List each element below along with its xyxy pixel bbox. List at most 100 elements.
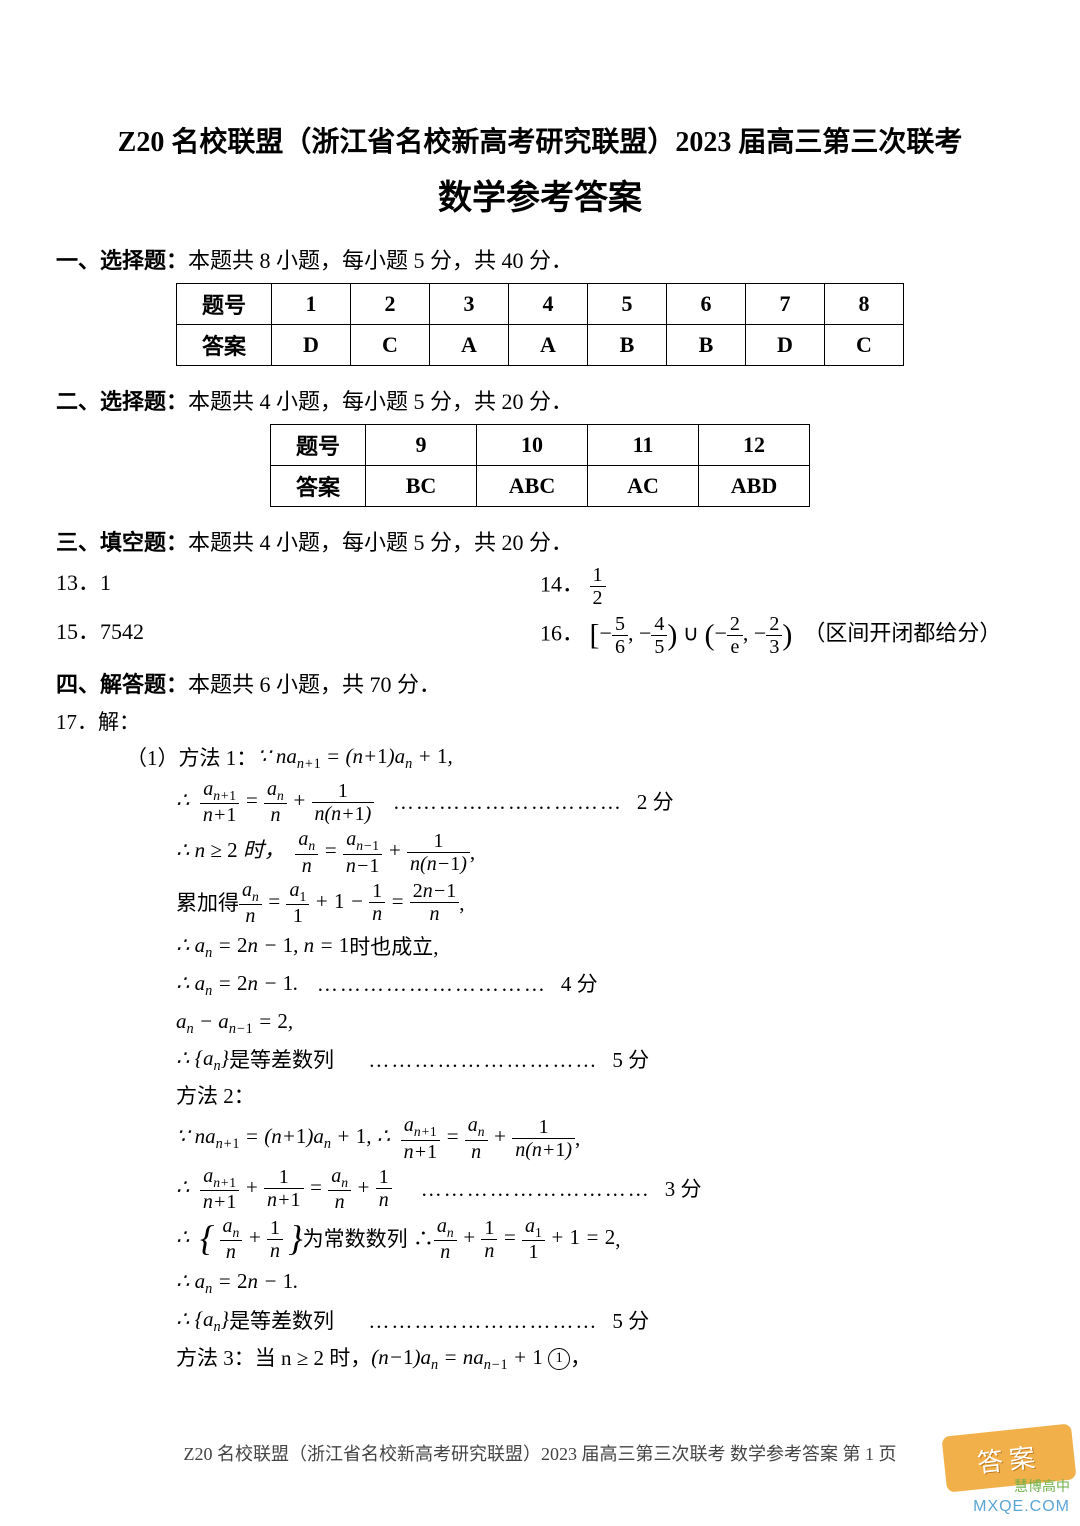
m1-l7-eq: an − an−1 = 2, <box>176 1006 293 1040</box>
table-1-h2: 2 <box>351 284 430 325</box>
table-1: 题号 1 2 3 4 5 6 7 8 答案 D C A A B B D C <box>176 283 904 366</box>
table-1-a7: D <box>746 325 825 366</box>
table-2-a3: AC <box>588 466 699 507</box>
q13: 13．1 <box>56 565 540 608</box>
fill-row-2: 15．7542 16． [−56, −45) ∪ (−2e, −23) （区间开… <box>56 614 1024 657</box>
table-2-answer-row: 答案 BC ABC AC ABD <box>271 466 810 507</box>
stamp-sub1: 慧博高中 <box>1014 1476 1070 1496</box>
table-1-h5: 5 <box>588 284 667 325</box>
table-1-h0: 题号 <box>177 284 272 325</box>
table-1-a0: 答案 <box>177 325 272 366</box>
m1-l7: an − an−1 = 2, <box>56 1006 1024 1040</box>
m2-l2-eq: ∴ an+1n+1 + 1n+1 = ann + 1n <box>176 1166 392 1212</box>
m2-l1: ∵ nan+1 = (n+1)an + 1, ∴ an+1n+1 = ann +… <box>56 1115 1024 1161</box>
table-1-a4: A <box>509 325 588 366</box>
section-3-heading: 三、填空题：本题共 4 小题，每小题 5 分，共 20 分． <box>56 525 1024 557</box>
m2-title: 方法 2： <box>56 1081 1024 1111</box>
page-footer: Z20 名校联盟（浙江省名校新高考研究联盟）2023 届高三第三次联考 数学参考… <box>0 1440 1080 1466</box>
m2-l3-b: 为常数数列 ∴ <box>303 1224 434 1254</box>
section-1-rest: 本题共 8 小题，每小题 5 分，共 40 分． <box>188 248 573 273</box>
rparen1-icon: ) <box>667 619 677 652</box>
table-1-h7: 7 <box>746 284 825 325</box>
q16: 16． [−56, −45) ∪ (−2e, −23) （区间开闭都给分） <box>540 614 1024 657</box>
m2-l5-score: 5 分 <box>612 1306 649 1336</box>
m1-l2-eq: ∴ an+1n+1 = ann + 1n(n+1) <box>176 779 374 825</box>
table-1-a2: C <box>351 325 430 366</box>
table-1-h4: 4 <box>509 284 588 325</box>
q14-label: 14． <box>540 572 584 597</box>
section-2-rest: 本题共 4 小题，每小题 5 分，共 20 分． <box>188 389 573 414</box>
m1-l2: ∴ an+1n+1 = ann + 1n(n+1) ………………………… 2 分 <box>56 779 1024 825</box>
q14: 14． 1 2 <box>540 565 1024 608</box>
table-1-h3: 3 <box>430 284 509 325</box>
m1-title: （1）方法 1： <box>126 743 257 773</box>
q14-num: 1 <box>590 565 606 587</box>
table-2-h2: 10 <box>477 425 588 466</box>
m1-l6: ∴ an = 2n − 1. ………………………… 4 分 <box>56 968 1024 1002</box>
q17-head: 17．解： <box>56 707 1024 737</box>
m1-l6-score: 4 分 <box>561 969 598 999</box>
q16-label: 16． <box>540 621 584 646</box>
section-2-bold: 二、选择题： <box>56 389 188 414</box>
table-2-h1: 9 <box>366 425 477 466</box>
table-1-answer-row: 答案 D C A A B B D C <box>177 325 904 366</box>
table-2-a2: ABC <box>477 466 588 507</box>
m1-l4-pre: 累加得 <box>176 888 239 918</box>
section-4-bold: 四、解答题： <box>56 672 188 697</box>
m1-l3: ∴ n ≥ 2 时， ann = an−1n−1 + 1n(n−1) , <box>56 829 1024 875</box>
table-2-a0: 答案 <box>271 466 366 507</box>
rparen2-icon: ) <box>782 619 792 652</box>
m1-title-line: （1）方法 1： ∵ nan+1 = (n+1)an + 1, <box>56 741 1024 775</box>
q16-f3: 2e <box>727 614 743 657</box>
section-1-heading: 一、选择题：本题共 8 小题，每小题 5 分，共 40 分． <box>56 243 1024 275</box>
m1-l8-eq: ∴ {an} <box>176 1043 229 1077</box>
m1-l2-score: 2 分 <box>637 787 674 817</box>
section-4-rest: 本题共 6 小题，共 70 分． <box>188 672 441 697</box>
q15-ans: 7542 <box>100 619 144 644</box>
q16-f1n: 5 <box>612 614 628 636</box>
circled-1-icon: 1 <box>548 1348 570 1370</box>
m2-l5-dots: ………………………… <box>368 1306 598 1336</box>
m2-l4-eq: ∴ an = 2n − 1. <box>176 1266 298 1300</box>
table-1-h1: 1 <box>272 284 351 325</box>
section-2-heading: 二、选择题：本题共 4 小题，每小题 5 分，共 20 分． <box>56 384 1024 416</box>
m1-l6-eq: ∴ an = 2n − 1. <box>176 968 298 1002</box>
q16-f2: 45 <box>651 614 667 657</box>
table-2: 题号 9 10 11 12 答案 BC ABC AC ABD <box>270 424 810 507</box>
m1-l1: ∵ nan+1 = (n+1)an + 1, <box>257 741 452 775</box>
watermark-stamp: 答案 慧博高中 MXQE.COM <box>934 1430 1074 1520</box>
m1-l6-dots: ………………………… <box>317 969 547 999</box>
table-1-a5: B <box>588 325 667 366</box>
q13-ans: 1 <box>100 570 111 595</box>
m2-l2-score: 3 分 <box>665 1174 702 1204</box>
q16-f4n: 2 <box>766 614 782 636</box>
m1-l4: 累加得 ann = a11 + 1 − 1n = 2n−1n , <box>56 880 1024 926</box>
stamp-sub2: MXQE.COM <box>973 1498 1070 1516</box>
m2-l3-eq: ∴ { ann + 1n } <box>176 1216 303 1262</box>
table-1-h6: 6 <box>667 284 746 325</box>
q16-f2n: 4 <box>651 614 667 636</box>
q13-label: 13． <box>56 570 100 595</box>
q16-f1: 56 <box>612 614 628 657</box>
page-title-2: 数学参考答案 <box>56 170 1024 219</box>
table-2-header-row: 题号 9 10 11 12 <box>271 425 810 466</box>
q16-note: （区间开闭都给分） <box>803 621 1001 646</box>
fill-row-1: 13．1 14． 1 2 <box>56 565 1024 608</box>
page-title-1: Z20 名校联盟（浙江省名校新高考研究联盟）2023 届高三第三次联考 <box>56 120 1024 160</box>
page: Z20 名校联盟（浙江省名校新高考研究联盟）2023 届高三第三次联考 数学参考… <box>0 0 1080 1526</box>
table-2-h0: 题号 <box>271 425 366 466</box>
m3-line: 方法 3：当 n ≥ 2 时， (n−1)an = nan−1 + 1 1， <box>56 1342 1024 1376</box>
section-1-bold: 一、选择题： <box>56 248 188 273</box>
q14-frac: 1 2 <box>590 565 606 608</box>
m1-l8-dots: ………………………… <box>368 1045 598 1075</box>
m2-l3: ∴ { ann + 1n } 为常数数列 ∴ ann + 1n = a11 + … <box>56 1216 1024 1262</box>
q16-union: ∪ <box>683 621 699 646</box>
q16-f4: 23 <box>766 614 782 657</box>
q16-f1d: 6 <box>612 636 628 657</box>
q16-f3n: 2 <box>727 614 743 636</box>
table-1-a8: C <box>825 325 904 366</box>
m3-comma: ， <box>570 1343 591 1373</box>
section-3-rest: 本题共 4 小题，每小题 5 分，共 20 分． <box>188 530 573 555</box>
m2-l2-dots: ………………………… <box>421 1174 651 1204</box>
m3-eq: (n−1)an = nan−1 + 1 <box>371 1342 543 1376</box>
